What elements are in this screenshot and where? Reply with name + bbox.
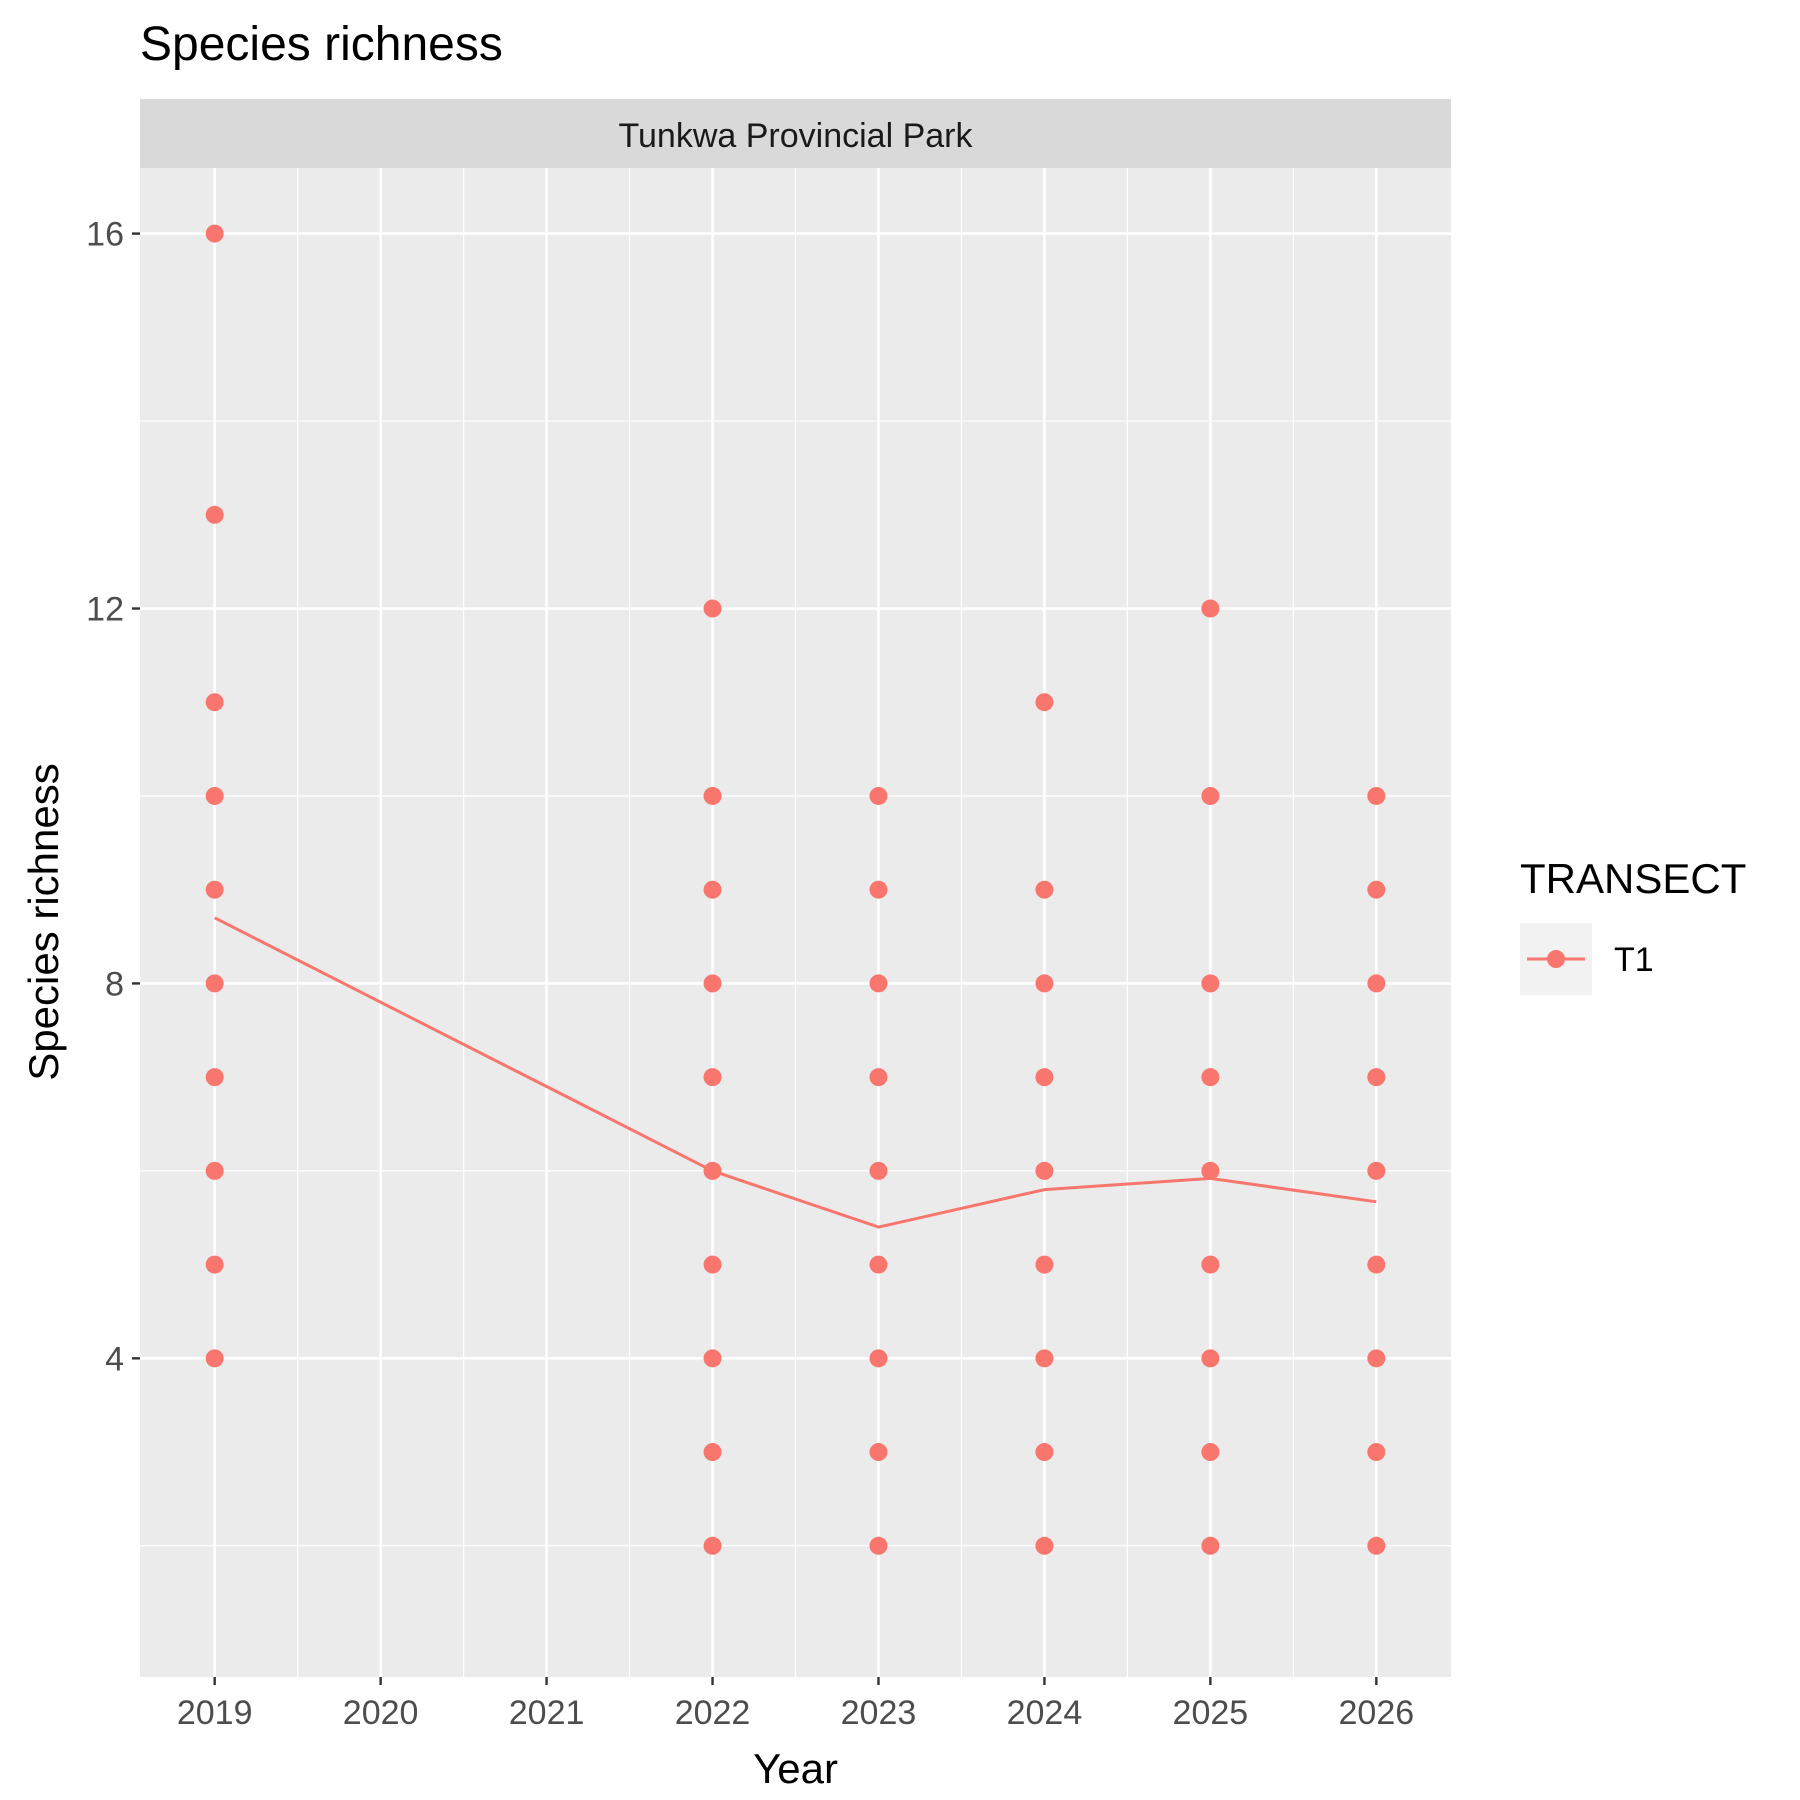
data-point: [205, 1161, 224, 1180]
data-point: [1035, 974, 1054, 993]
data-point: [1367, 1161, 1386, 1180]
data-point: [1035, 1443, 1054, 1462]
data-point: [1201, 599, 1220, 618]
y-tick-label: 16: [86, 216, 124, 254]
data-point: [703, 1255, 722, 1274]
data-point: [1367, 880, 1386, 899]
data-point: [205, 974, 224, 993]
data-point: [205, 1068, 224, 1087]
legend: TRANSECT T1: [1520, 855, 1746, 995]
data-point: [205, 786, 224, 805]
data-point: [1035, 1161, 1054, 1180]
data-point: [1201, 1161, 1220, 1180]
data-point: [703, 1068, 722, 1087]
data-point: [869, 1255, 888, 1274]
y-tick-label: 12: [86, 591, 124, 629]
data-point: [703, 786, 722, 805]
data-point: [1367, 1349, 1386, 1368]
x-axis-title: Year: [753, 1745, 838, 1792]
legend-key-point: [1547, 950, 1565, 968]
data-point: [869, 786, 888, 805]
data-point: [1367, 1536, 1386, 1555]
y-axis-title: Species richness: [20, 763, 67, 1080]
data-point: [1201, 974, 1220, 993]
data-point: [869, 880, 888, 899]
data-point: [703, 974, 722, 993]
data-point: [703, 1349, 722, 1368]
data-point: [703, 1161, 722, 1180]
data-point: [869, 1443, 888, 1462]
data-point: [1035, 1349, 1054, 1368]
data-point: [703, 1443, 722, 1462]
data-point: [1201, 1255, 1220, 1274]
data-point: [703, 880, 722, 899]
facet-label: Tunkwa Provincial Park: [619, 117, 974, 155]
data-point: [1367, 1255, 1386, 1274]
data-point: [703, 1536, 722, 1555]
y-axis-tick-labels: 4 8 12 16: [86, 216, 124, 1379]
data-point: [1367, 1068, 1386, 1087]
x-tick-label: 2021: [509, 1694, 585, 1732]
y-tick-label: 8: [105, 965, 124, 1003]
y-tick-label: 4: [105, 1340, 124, 1378]
x-tick-label: 2024: [1007, 1694, 1083, 1732]
x-tick-label: 2026: [1339, 1694, 1415, 1732]
data-point: [869, 1536, 888, 1555]
chart-title: Species richness: [140, 18, 503, 71]
x-axis-tick-labels: 2019 2020 2021 2022 2023 2024 2025 2026: [177, 1694, 1414, 1732]
x-tick-label: 2022: [675, 1694, 751, 1732]
major-gridlines: [140, 168, 1451, 1677]
data-point: [1201, 1536, 1220, 1555]
data-point: [1367, 786, 1386, 805]
data-point: [205, 1255, 224, 1274]
trend-line-t1: [214, 916, 1377, 1229]
data-point: [205, 693, 224, 712]
data-point: [869, 974, 888, 993]
legend-title: TRANSECT: [1520, 855, 1746, 902]
data-point: [869, 1161, 888, 1180]
axis-ticks: [132, 232, 1378, 1685]
data-point: [1035, 1068, 1054, 1087]
x-tick-label: 2023: [841, 1694, 917, 1732]
trend-layer: [214, 916, 1377, 1229]
data-point: [1035, 693, 1054, 712]
data-point: [869, 1068, 888, 1087]
facet-strip: [140, 99, 1451, 168]
legend-label-t1: T1: [1614, 941, 1654, 979]
data-point: [205, 1349, 224, 1368]
data-point: [869, 1349, 888, 1368]
data-point: [1035, 880, 1054, 899]
data-point: [1367, 1443, 1386, 1462]
data-point: [1035, 1255, 1054, 1274]
data-point: [1201, 1443, 1220, 1462]
x-tick-label: 2025: [1173, 1694, 1249, 1732]
minor-gridlines: [140, 168, 1451, 1677]
data-point: [703, 599, 722, 618]
x-tick-label: 2019: [177, 1694, 253, 1732]
data-point: [205, 224, 224, 243]
points-layer: [205, 224, 1386, 1555]
data-point: [1035, 1536, 1054, 1555]
data-point: [1367, 974, 1386, 993]
x-tick-label: 2020: [343, 1694, 419, 1732]
data-point: [1201, 786, 1220, 805]
data-point: [1201, 1068, 1220, 1087]
data-point: [205, 880, 224, 899]
data-point: [205, 505, 224, 524]
data-point: [1201, 1349, 1220, 1368]
